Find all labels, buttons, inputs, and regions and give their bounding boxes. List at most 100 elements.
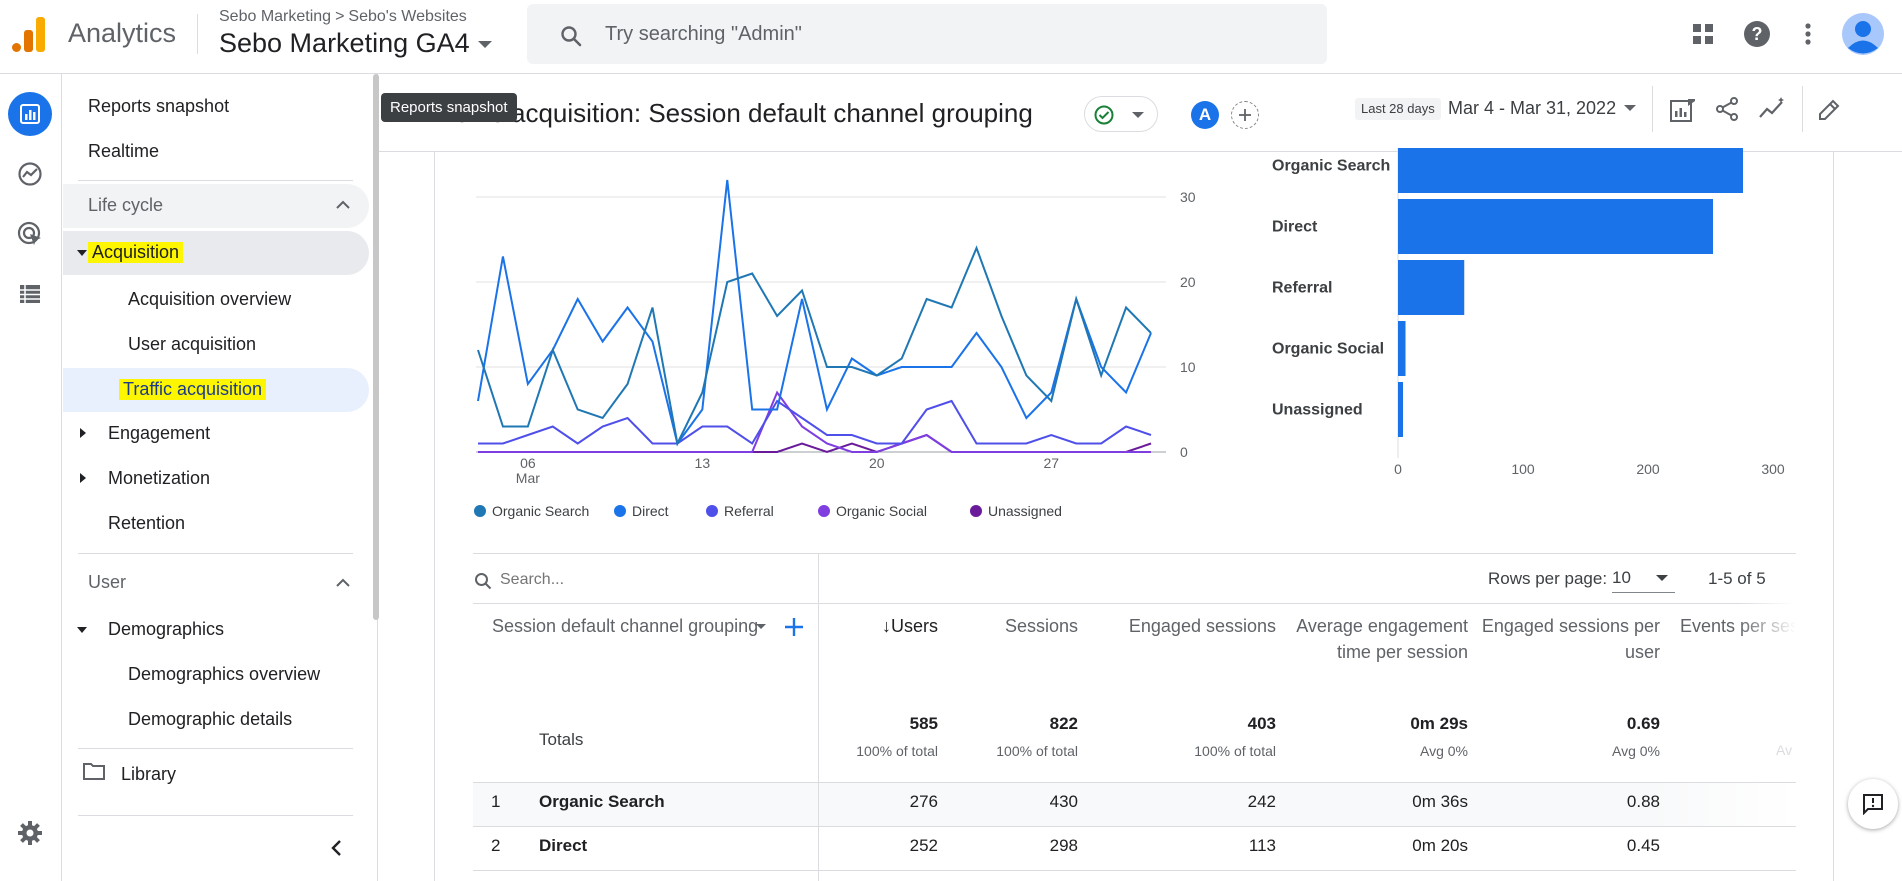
- nav-reports-snapshot[interactable]: Reports snapshot: [88, 96, 230, 116]
- breadcrumb-account[interactable]: Sebo Marketing: [219, 8, 332, 25]
- nav-realtime[interactable]: Realtime: [88, 141, 160, 161]
- divider: [78, 815, 353, 816]
- bar-category-label: Organic Social: [1272, 341, 1384, 358]
- nav-demographics-label: Demographics: [108, 619, 225, 639]
- nav-user-acquisition[interactable]: User acquisition: [128, 334, 257, 354]
- series-line-referral[interactable]: [478, 399, 1152, 445]
- nav-engagement-label: Engagement: [108, 423, 211, 443]
- x-tick-label: 100: [1511, 461, 1535, 477]
- column-header-sessions[interactable]: Sessions: [1004, 616, 1078, 636]
- breadcrumb-separator-icon: >: [335, 8, 345, 25]
- property-selector[interactable]: Sebo Marketing GA4: [219, 28, 492, 59]
- report-status-chip[interactable]: [1084, 96, 1158, 132]
- legend-label[interactable]: Organic Search: [492, 503, 589, 519]
- pagination-label: 1-5 of 5: [1708, 569, 1766, 588]
- customize-report-icon[interactable]: [1670, 98, 1696, 122]
- divider: [379, 151, 1902, 152]
- legend-label[interactable]: Unassigned: [988, 503, 1062, 519]
- rows-per-page-value: 10: [1612, 568, 1631, 587]
- search-icon: [475, 573, 492, 590]
- bar-category-label: Direct: [1272, 219, 1318, 236]
- row-users: 252: [909, 836, 938, 855]
- share-icon[interactable]: [1715, 97, 1739, 121]
- bar-organic-social[interactable]: [1398, 321, 1406, 376]
- nav-acquisition[interactable]: Acquisition: [63, 231, 369, 275]
- chevron-down-icon: [1132, 112, 1144, 118]
- caret-right-icon: [80, 428, 86, 438]
- legend-swatch: [706, 505, 718, 517]
- caret-down-icon: [77, 250, 87, 256]
- column-header-users[interactable]: ↓Users: [881, 616, 938, 636]
- column-header-engaged-per-user[interactable]: Engaged sessions per user: [1481, 616, 1660, 662]
- rows-per-page-select[interactable]: 10: [1612, 565, 1675, 593]
- account-avatar-icon[interactable]: [1842, 13, 1884, 55]
- totals-cell: 585 100% of total: [856, 714, 938, 759]
- bar-category-label: Organic Search: [1272, 158, 1390, 175]
- breadcrumb[interactable]: Sebo Marketing > Sebo's Websites: [219, 8, 467, 26]
- y-tick-label: 10: [1180, 359, 1196, 375]
- chevron-down-icon: [756, 624, 766, 629]
- column-header-engaged-sessions[interactable]: Engaged sessions: [1128, 616, 1276, 636]
- x-tick-label: 20: [869, 455, 885, 471]
- advertising-icon[interactable]: [8, 212, 52, 256]
- check-circle-icon: [1094, 105, 1114, 125]
- legend-label[interactable]: Organic Social: [836, 503, 927, 519]
- bar-direct[interactable]: [1398, 199, 1713, 254]
- nav-library-label: Library: [121, 764, 177, 784]
- table-search-input[interactable]: [500, 568, 800, 592]
- configure-icon[interactable]: [8, 272, 52, 316]
- admin-gear-icon[interactable]: [8, 811, 52, 855]
- series-line-direct[interactable]: [477, 179, 1152, 446]
- column-header-avg-engagement[interactable]: Average engagement time per session: [1296, 616, 1468, 662]
- totals-row: 585 100% of total 822 100% of total 403 100…: [818, 714, 1796, 782]
- search-bar[interactable]: [527, 4, 1327, 64]
- row-users: 276: [909, 792, 938, 811]
- nav-acquisition-overview[interactable]: Acquisition overview: [128, 289, 292, 309]
- reports-icon[interactable]: [8, 92, 52, 136]
- divider: [473, 782, 1796, 783]
- bar-organic-search[interactable]: [1398, 148, 1743, 193]
- add-dimension-icon[interactable]: [783, 616, 805, 638]
- legend-label[interactable]: Direct: [632, 503, 669, 519]
- row-engaged-sessions: 242: [1247, 792, 1276, 811]
- insights-icon[interactable]: [1758, 97, 1786, 121]
- totals-cell: Av: [1776, 742, 1793, 758]
- nav-traffic-acquisition[interactable]: Traffic acquisition: [63, 368, 369, 412]
- nav-demographic-details[interactable]: Demographic details: [128, 709, 293, 729]
- legend-swatch: [970, 505, 982, 517]
- help-icon[interactable]: ?: [1740, 17, 1774, 51]
- breadcrumb-property-group[interactable]: Sebo's Websites: [348, 8, 467, 25]
- report-title: Traffic acquisition: Session default cha…: [433, 98, 1033, 128]
- divider: [473, 870, 1796, 871]
- search-icon: [561, 26, 582, 47]
- row-sessions: 430: [1049, 792, 1078, 811]
- caret-down-icon: [77, 627, 87, 633]
- series-line-organic-social[interactable]: [478, 390, 1151, 453]
- legend-label[interactable]: Referral: [724, 503, 774, 519]
- bar-unassigned[interactable]: [1398, 382, 1403, 437]
- nav-section-lifecycle[interactable]: Life cycle: [63, 184, 369, 228]
- row-sessions: 298: [1049, 836, 1078, 855]
- chevron-up-icon: [336, 578, 350, 587]
- bar-referral[interactable]: [1398, 260, 1465, 315]
- nav-monetization-label: Monetization: [108, 468, 211, 488]
- edit-pencil-icon[interactable]: [1817, 98, 1841, 122]
- nav-retention[interactable]: Retention: [108, 513, 186, 533]
- legend-swatch: [614, 505, 626, 517]
- fade-overlay: [1738, 603, 1796, 783]
- row-index: 2: [491, 836, 501, 855]
- explore-icon[interactable]: [8, 152, 52, 196]
- nav-scrollbar[interactable]: [373, 74, 379, 620]
- series-line-organic-search[interactable]: [477, 245, 1152, 447]
- collapse-nav-icon[interactable]: [330, 839, 342, 857]
- apps-grid-icon[interactable]: [1686, 17, 1720, 51]
- feedback-button[interactable]: [1848, 779, 1898, 829]
- search-input[interactable]: [605, 18, 1285, 50]
- nav-demographics-overview[interactable]: Demographics overview: [128, 664, 321, 684]
- add-comparison-icon[interactable]: [1231, 101, 1259, 129]
- more-vert-icon[interactable]: [1791, 17, 1825, 51]
- totals-cell: 822 100% of total: [996, 714, 1078, 759]
- row-engaged-per-user: 0.88: [1626, 792, 1660, 811]
- chevron-up-icon: [336, 200, 350, 209]
- comparison-avatar[interactable]: A: [1191, 101, 1219, 129]
